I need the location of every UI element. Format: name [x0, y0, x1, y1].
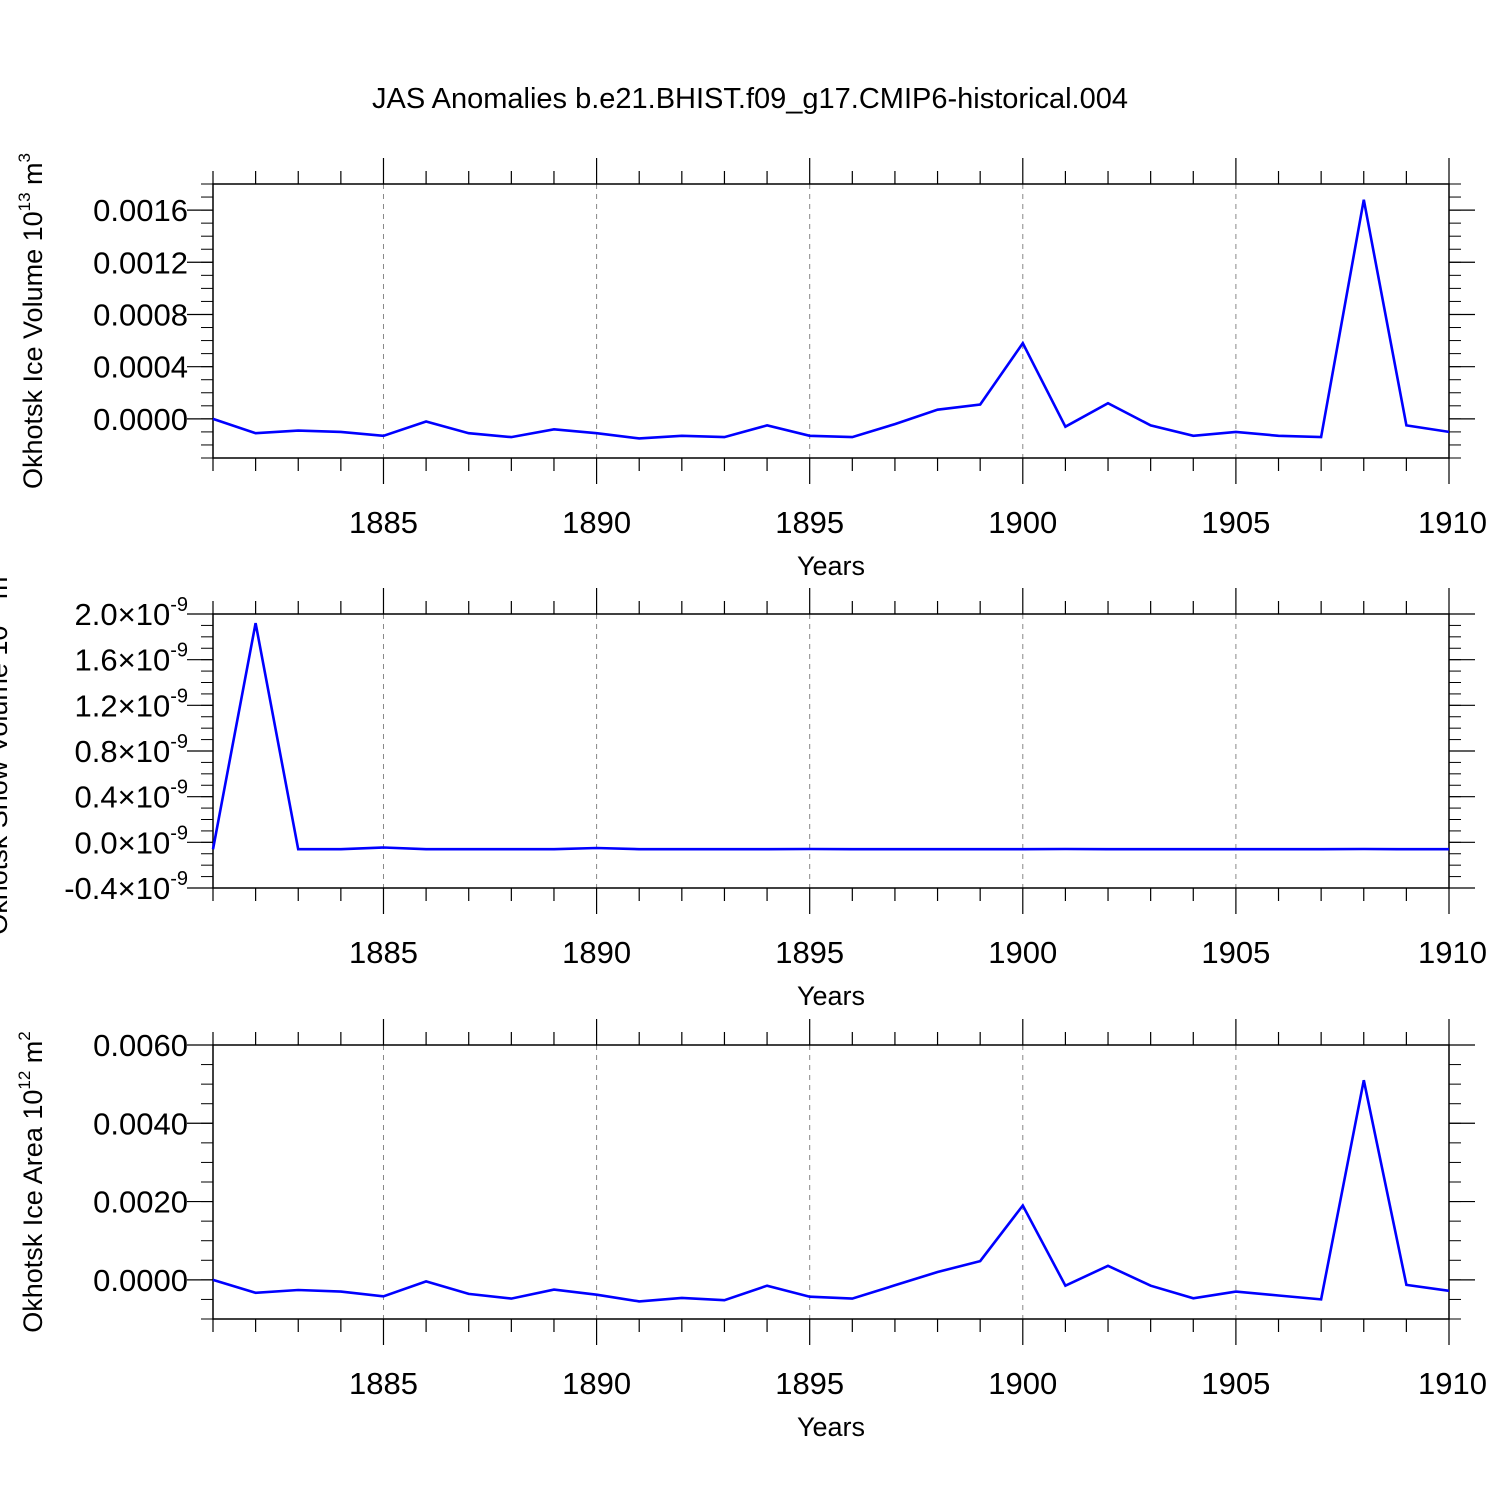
y-axis-label: Okhotsk Snow Volume 1013 m3: [0, 567, 13, 935]
y-axis-label: Okhotsk Ice Area 1012 m2: [15, 1031, 48, 1333]
x-tick-label: 1885: [349, 935, 418, 970]
x-tick-label: 1905: [1201, 1366, 1270, 1401]
y-tick-label: 0.0020: [93, 1185, 188, 1220]
x-tick-label: 1910: [1418, 935, 1487, 970]
panel-snow-volume: -0.4×10-9 0.0×10-9 0.4×10-9 0.8×10-9 1.2×10-…: [0, 567, 1487, 1011]
y-tick-label: 0.0060: [93, 1028, 188, 1063]
y-tick-label: 0.0×10-9: [75, 822, 188, 860]
x-tick-label: 1890: [562, 935, 631, 970]
y-tick-label: 1.2×10-9: [75, 685, 188, 723]
x-tick-label: 1910: [1418, 505, 1487, 540]
y-tick-label: 0.0000: [93, 402, 188, 437]
x-tick-label: 1900: [988, 1366, 1057, 1401]
y-tick-label: 0.0004: [93, 350, 188, 385]
x-tick-label: 1895: [775, 505, 844, 540]
panel-ice-area: 0.0000 0.0020 0.0040 0.0060 1885 1890 1895 1900…: [15, 1019, 1487, 1442]
chart-title: JAS Anomalies b.e21.BHIST.f09_g17.CMIP6-…: [372, 83, 1128, 115]
x-tick-label: 1905: [1201, 935, 1270, 970]
x-tick-label: 1910: [1418, 1366, 1487, 1401]
series-line-ice-volume: [212, 199, 1450, 440]
x-tick-label: 1890: [562, 505, 631, 540]
y-tick-label: -0.4×10-9: [64, 868, 188, 906]
series-line-ice-area: [212, 1079, 1450, 1303]
x-tick-label: 1900: [988, 505, 1057, 540]
series-line-snow-volume: [211, 622, 1449, 851]
x-tick-label: 1895: [775, 935, 844, 970]
y-tick-label: 0.0012: [93, 245, 188, 280]
y-tick-label: 0.0008: [93, 297, 188, 332]
x-tick-label: 1895: [775, 1366, 844, 1401]
y-tick-label: 0.0000: [93, 1263, 188, 1298]
y-tick-label: 0.8×10-9: [75, 731, 188, 769]
panel-ice-volume: 0.0000 0.0004 0.0008 0.0012 0.0016 1885 1890 18…: [15, 153, 1487, 581]
plot-frame: [212, 183, 1450, 459]
y-tick-label: 0.4×10-9: [75, 777, 188, 815]
x-axis-label: Years: [797, 1412, 865, 1442]
y-tick-label: 0.0040: [93, 1106, 188, 1141]
y-tick-label: 2.0×10-9: [75, 594, 188, 632]
x-axis-label: Years: [797, 981, 865, 1011]
x-tick-label: 1890: [562, 1366, 631, 1401]
y-axis-label: Okhotsk Ice Volume 1013 m3: [15, 153, 48, 489]
x-axis-label: Years: [797, 551, 865, 581]
y-tick-label: 0.0016: [93, 193, 188, 228]
x-tick-label: 1885: [349, 505, 418, 540]
x-tick-label: 1905: [1201, 505, 1270, 540]
x-tick-label: 1885: [349, 1366, 418, 1401]
x-tick-label: 1900: [988, 935, 1057, 970]
plot-frame: [212, 1044, 1450, 1320]
y-tick-label: 1.6×10-9: [75, 640, 188, 678]
